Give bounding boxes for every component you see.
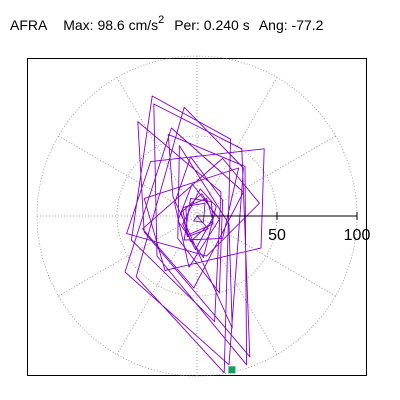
angle-label: Ang: [258, 17, 288, 33]
radial-tick-label: 100 [344, 227, 371, 244]
max-value: 98.6 cm/s [97, 17, 159, 33]
period-label: Per: [174, 17, 200, 33]
radial-tick-label: 50 [268, 227, 286, 244]
angle-value: -77.2 [291, 17, 324, 33]
chart-header: AFRA Max: 98.6 cm/s2 Per: 0.240 s Ang: -… [10, 14, 323, 33]
station-code: AFRA [10, 17, 48, 33]
particle-motion-trace [124, 95, 265, 374]
period-value: 0.240 s [203, 17, 250, 33]
max-label: Max: [63, 17, 94, 33]
max-unit-exponent: 2 [158, 14, 165, 26]
max-amplitude-marker [228, 366, 236, 374]
